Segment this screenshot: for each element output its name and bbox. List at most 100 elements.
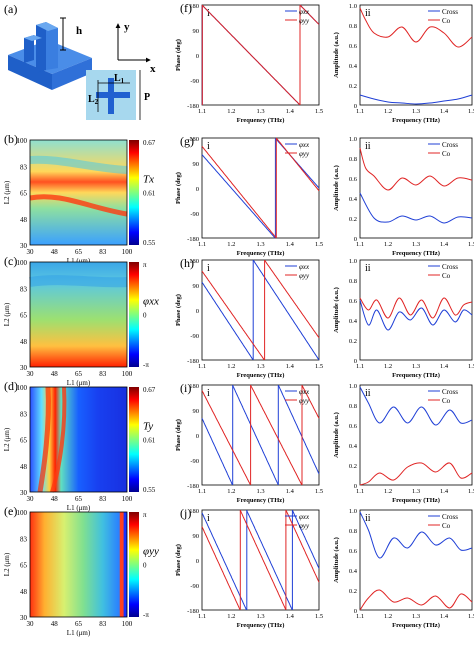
x-tick-label: 48 bbox=[51, 495, 59, 503]
y-tick-label: -180 bbox=[187, 483, 199, 490]
y-tick-label: 48 bbox=[20, 338, 28, 346]
unit-cell-base-left bbox=[8, 55, 52, 90]
y-tick-label: 0 bbox=[196, 186, 199, 193]
y-tick-label: 0.8 bbox=[349, 403, 357, 410]
panel-label-b: (b) bbox=[4, 132, 18, 146]
x-tick-label: 1.5 bbox=[468, 363, 474, 370]
legend-entry: φyy bbox=[299, 522, 310, 530]
series-line-Co bbox=[359, 462, 473, 486]
y-tick-label: -90 bbox=[190, 333, 199, 340]
y-tick-label: 100 bbox=[17, 259, 28, 267]
x-tick-label: 1.1 bbox=[198, 241, 206, 248]
series-line-Cross bbox=[359, 511, 473, 559]
y-tick-label: -180 bbox=[187, 608, 199, 615]
y-tick-label: 90 bbox=[193, 283, 200, 290]
y-tick-label: -90 bbox=[190, 458, 199, 465]
x-tick-label: 1.4 bbox=[286, 613, 295, 620]
x-tick-label: 1.1 bbox=[198, 363, 206, 370]
legend-entry: Co bbox=[442, 150, 451, 158]
legend-entry: φxx bbox=[299, 388, 310, 396]
x-tick-label: 1.1 bbox=[356, 241, 364, 248]
x-tick-label: 1.2 bbox=[384, 108, 392, 115]
y-tick-label: 1.0 bbox=[349, 3, 357, 10]
colorbar bbox=[129, 140, 139, 245]
colorbar bbox=[129, 512, 139, 617]
x-tick-label: 1.2 bbox=[384, 613, 392, 620]
x-axis-label: Frequency (THz) bbox=[392, 117, 440, 124]
series-line-Co bbox=[359, 7, 473, 48]
x-tick-label: 1.4 bbox=[286, 363, 295, 370]
x-tick-label: 1.2 bbox=[227, 613, 235, 620]
x-axis-label: L1 (μm) bbox=[67, 257, 91, 265]
cross-topview-vertical bbox=[108, 78, 114, 114]
x-tick-label: 30 bbox=[27, 370, 35, 378]
x-tick-label: 1.1 bbox=[198, 613, 206, 620]
subpanel-roman: ii bbox=[365, 263, 371, 274]
colorbar-tick-label: 0.61 bbox=[143, 190, 156, 198]
legend-entry: φyy bbox=[299, 272, 310, 280]
series-line-Co bbox=[359, 589, 473, 611]
y-tick-label: 0 bbox=[354, 103, 357, 110]
x-tick-label: 65 bbox=[75, 495, 83, 503]
x-tick-label: 1.1 bbox=[198, 108, 206, 115]
y-axis-label: L2 (μm) bbox=[3, 552, 11, 576]
y-tick-label: 1.0 bbox=[349, 136, 357, 143]
series-line-φxx bbox=[201, 281, 254, 360]
series-line-φyy bbox=[201, 390, 251, 485]
series-line-φyy bbox=[201, 270, 265, 361]
legend-entry: φyy bbox=[299, 397, 310, 405]
x-tick-label: 1.2 bbox=[227, 363, 235, 370]
P-label: P bbox=[144, 92, 150, 103]
y-tick-label: 90 bbox=[193, 533, 200, 540]
y-tick-label: -90 bbox=[190, 211, 199, 218]
x-tick-label: 1.4 bbox=[440, 108, 449, 115]
series-line-φyy bbox=[239, 510, 287, 610]
x-tick-label: 30 bbox=[27, 495, 35, 503]
y-tick-label: 0.4 bbox=[349, 443, 358, 450]
y-tick-label: 0 bbox=[354, 483, 357, 490]
x-tick-label: 1.5 bbox=[468, 613, 474, 620]
legend-entry: Co bbox=[442, 272, 451, 280]
heatmap-ridge bbox=[37, 386, 51, 493]
x-tick-label: 30 bbox=[27, 248, 35, 256]
x-tick-label: 1.4 bbox=[286, 488, 295, 495]
y-axis-label: Phase (deg) bbox=[175, 39, 182, 71]
y-tick-label: 83 bbox=[20, 163, 28, 171]
y-tick-label: -90 bbox=[190, 78, 199, 85]
legend-entry: Cross bbox=[442, 141, 458, 149]
x-axis-label: Frequency (THz) bbox=[392, 497, 440, 504]
panel-a-schematic: (a) h y x L1 L2 P bbox=[4, 2, 156, 120]
series-line-Co bbox=[359, 147, 473, 191]
L2-label: L2 bbox=[88, 94, 99, 106]
x-tick-label: 1.4 bbox=[440, 613, 449, 620]
y-tick-label: 0.6 bbox=[349, 176, 358, 183]
colorbar-title: Tx bbox=[143, 174, 154, 186]
x-tick-label: 48 bbox=[51, 248, 59, 256]
y-axis-label: L2 (μm) bbox=[3, 427, 11, 451]
y-axis-label: Phase (deg) bbox=[175, 419, 182, 451]
y-axis-label: L2 (μm) bbox=[3, 302, 11, 326]
L1-label: L1 bbox=[114, 73, 125, 85]
y-tick-label: 30 bbox=[20, 364, 28, 372]
x-tick-label: 83 bbox=[99, 248, 107, 256]
y-tick-label: 0.6 bbox=[349, 43, 358, 50]
y-tick-label: 83 bbox=[20, 285, 28, 293]
plot-frame bbox=[359, 137, 473, 239]
series-line-φyy bbox=[301, 385, 320, 419]
x-tick-label: 48 bbox=[51, 370, 59, 378]
series-line-φxx bbox=[246, 510, 293, 610]
panel-label-e: (e) bbox=[4, 504, 17, 518]
heatmap-band bbox=[29, 155, 128, 174]
legend-entry: φxx bbox=[299, 141, 310, 149]
y-axis-label: Amplitude (a.u.) bbox=[333, 165, 340, 211]
heatmap-c: (c) 30 48 65 83 100 30 48 65 83 100 L2 (μm) L1 (μm) π… bbox=[3, 254, 159, 387]
chart-f-ii: ii 1.0 0.8 0.6 0.4 0.2 01.1 1.2 1.3 1.4 1.5 Frequen… bbox=[333, 3, 474, 124]
x-tick-label: 1.5 bbox=[315, 613, 323, 620]
chart-h-ii: ii 1.0 0.8 0.6 0.4 0.2 01.1 1.2 1.3 1.4 1.5 Frequen… bbox=[333, 258, 474, 379]
y-tick-label: -180 bbox=[187, 103, 199, 110]
x-tick-label: 1.3 bbox=[256, 363, 264, 370]
colorbar-title: Ty bbox=[143, 421, 153, 433]
